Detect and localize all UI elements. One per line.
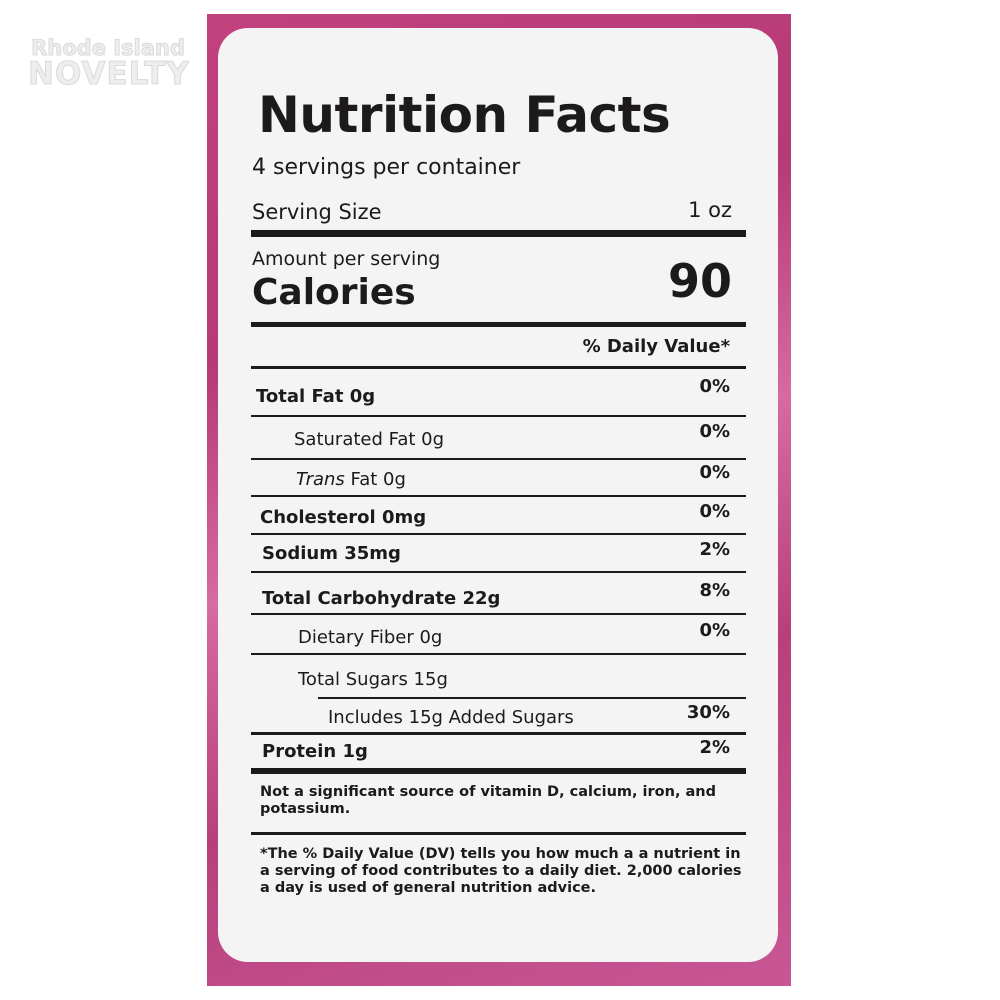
divider bbox=[251, 533, 746, 535]
dv-value: 0% bbox=[699, 421, 730, 442]
divider-thick bbox=[251, 322, 746, 327]
daily-value-header: % Daily Value* bbox=[582, 336, 730, 357]
dv-value: 30% bbox=[686, 702, 730, 723]
divider bbox=[251, 495, 746, 497]
watermark-logo: Rhode Island NOVELTY bbox=[28, 36, 190, 92]
dv-value: 0% bbox=[699, 376, 730, 397]
dv-value: 8% bbox=[699, 580, 730, 601]
divider bbox=[251, 458, 746, 460]
dv-value: 0% bbox=[699, 501, 730, 522]
divider bbox=[251, 832, 746, 835]
nutrient-saturated-fat: Saturated Fat 0g bbox=[294, 429, 445, 450]
nutrient-dietary-fiber: Dietary Fiber 0g bbox=[298, 627, 443, 648]
divider bbox=[251, 415, 746, 417]
divider-thick bbox=[251, 230, 746, 237]
dv-value: 2% bbox=[699, 737, 730, 758]
divider bbox=[251, 571, 746, 573]
divider bbox=[251, 732, 746, 735]
nutrient-total-fat: Total Fat 0g bbox=[256, 386, 376, 407]
divider bbox=[251, 653, 746, 655]
vitamin-note: Not a significant source of vitamin D, c… bbox=[260, 784, 717, 817]
calories-label: Calories bbox=[252, 272, 416, 313]
divider bbox=[318, 697, 746, 699]
divider-thick bbox=[251, 768, 746, 774]
label-title: Nutrition Facts bbox=[258, 86, 671, 144]
dv-value: 0% bbox=[699, 462, 730, 483]
daily-value-footnote: *The % Daily Value (DV) tells you how mu… bbox=[260, 846, 742, 896]
dv-value: 2% bbox=[699, 539, 730, 560]
nutrient-trans-fat: Trans Fat 0g bbox=[296, 469, 406, 490]
nutrient-added-sugars: Includes 15g Added Sugars bbox=[328, 707, 574, 728]
serving-size-label: Serving Size bbox=[252, 200, 382, 224]
nutrient-cholesterol: Cholesterol 0mg bbox=[260, 507, 427, 528]
amount-per-serving: Amount per serving bbox=[252, 248, 441, 270]
nutrient-protein: Protein 1g bbox=[262, 741, 368, 762]
serving-size-value: 1 oz bbox=[688, 198, 732, 222]
divider bbox=[251, 613, 746, 615]
servings-per-container: 4 servings per container bbox=[252, 155, 521, 180]
calories-value: 90 bbox=[667, 254, 732, 308]
nutrition-label: Nutrition Facts 4 servings per container… bbox=[218, 28, 778, 962]
dv-value: 0% bbox=[699, 620, 730, 641]
nutrient-sodium: Sodium 35mg bbox=[262, 543, 401, 564]
nutrient-total-sugars: Total Sugars 15g bbox=[298, 669, 448, 690]
nutrient-total-carbohydrate: Total Carbohydrate 22g bbox=[262, 588, 501, 609]
divider bbox=[251, 366, 746, 369]
